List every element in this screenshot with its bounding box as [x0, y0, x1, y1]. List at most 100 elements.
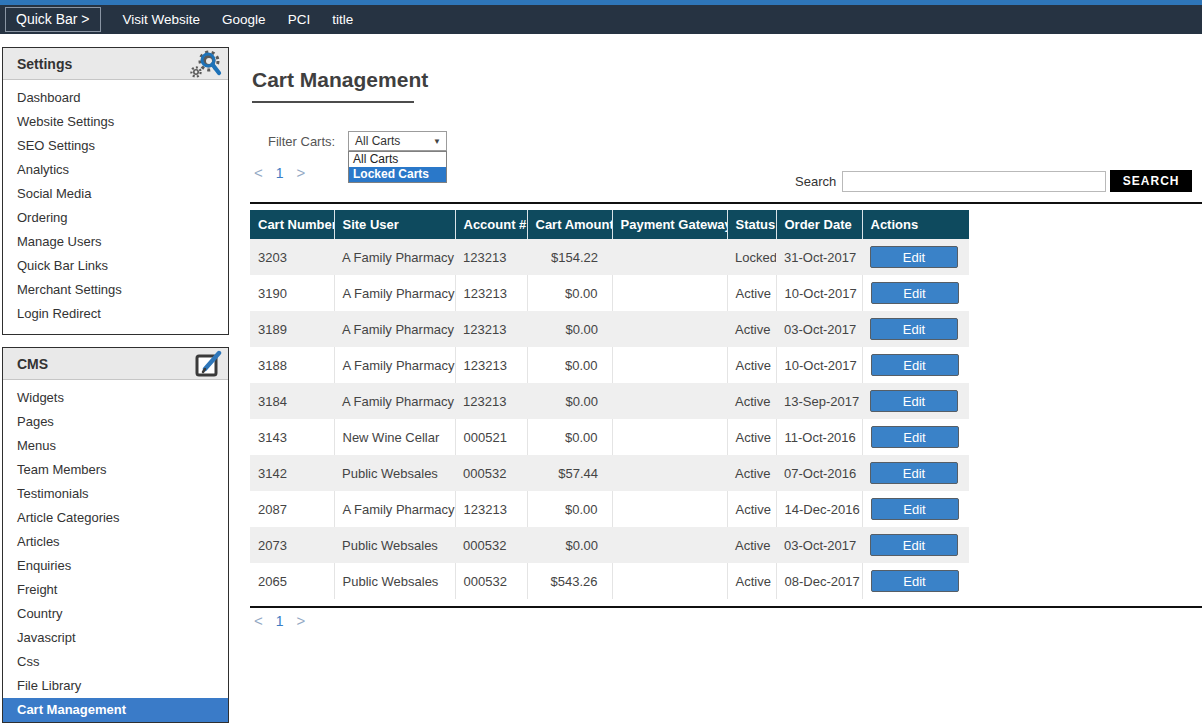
cell-actions: Edit: [862, 527, 969, 563]
sidebar-item[interactable]: Quick Bar Links: [3, 254, 228, 278]
top-nav-link[interactable]: title: [332, 12, 353, 27]
cell-status: Active: [727, 455, 776, 491]
pagination-prev-icon[interactable]: <: [254, 612, 263, 629]
cell-order-date: 03-Oct-2017: [776, 311, 862, 347]
filter-carts-select[interactable]: All Carts ▼: [348, 131, 447, 151]
cell-status: Active: [727, 419, 776, 455]
cell-actions: Edit: [862, 419, 969, 455]
filter-option[interactable]: Locked Carts: [349, 167, 446, 182]
edit-button[interactable]: Edit: [871, 570, 959, 592]
cell-account: 123213: [455, 347, 527, 383]
cell-cart-number: 3143: [250, 419, 334, 455]
gear-search-icon[interactable]: [188, 49, 222, 79]
column-header: Cart Amount: [527, 210, 612, 239]
table-row: 3203 A Family Pharmacy 123213 $154.22 Lo…: [250, 239, 969, 275]
column-header: Order Date: [776, 210, 862, 239]
sidebar-item[interactable]: Widgets: [3, 386, 228, 410]
search-button[interactable]: SEARCH: [1110, 170, 1192, 192]
table-row: 2065 Public Websales 000532 $543.26 Acti…: [250, 563, 969, 599]
edit-button[interactable]: Edit: [871, 426, 959, 448]
filter-option[interactable]: All Carts: [349, 152, 446, 167]
cell-cart-amount: $0.00: [527, 491, 612, 527]
cell-order-date: 14-Dec-2016: [776, 491, 862, 527]
cell-cart-amount: $0.00: [527, 275, 612, 311]
cell-payment-gateway: [612, 455, 727, 491]
title-underline: [252, 101, 414, 103]
cell-payment-gateway: [612, 491, 727, 527]
pagination-next-icon[interactable]: >: [297, 164, 306, 181]
cell-site-user: A Family Pharmacy: [334, 275, 455, 311]
cell-site-user: New Wine Cellar: [334, 419, 455, 455]
sidebar-item[interactable]: Menus: [3, 434, 228, 458]
sidebar-item[interactable]: Pages: [3, 410, 228, 434]
cms-menu: WidgetsPagesMenusTeam MembersTestimonial…: [3, 380, 228, 722]
cell-cart-number: 3190: [250, 275, 334, 311]
cell-status: Active: [727, 563, 776, 599]
sidebar-item[interactable]: Login Redirect: [3, 302, 228, 326]
table-row: 3184 A Family Pharmacy 123213 $0.00 Acti…: [250, 383, 969, 419]
edit-button[interactable]: Edit: [871, 282, 959, 304]
sidebar-item[interactable]: Analytics: [3, 158, 228, 182]
sidebar-item[interactable]: Css: [3, 650, 228, 674]
settings-menu: DashboardWebsite SettingsSEO SettingsAna…: [3, 80, 228, 334]
edit-button[interactable]: Edit: [871, 498, 959, 520]
sidebar-item[interactable]: Ordering: [3, 206, 228, 230]
top-nav-link[interactable]: Visit Website: [123, 12, 201, 27]
edit-pencil-icon[interactable]: [194, 350, 222, 378]
sidebar-item[interactable]: Social Media: [3, 182, 228, 206]
settings-panel-title: Settings: [17, 56, 72, 72]
cell-cart-amount: $0.00: [527, 527, 612, 563]
sidebar-item[interactable]: SEO Settings: [3, 134, 228, 158]
cell-payment-gateway: [612, 239, 727, 275]
cell-payment-gateway: [612, 419, 727, 455]
cell-cart-amount: $0.00: [527, 311, 612, 347]
filter-carts-label: Filter Carts:: [268, 134, 335, 149]
edit-button[interactable]: Edit: [870, 534, 958, 556]
sidebar-item[interactable]: Dashboard: [3, 86, 228, 110]
top-nav-link[interactable]: Google: [222, 12, 266, 27]
pagination-next-icon[interactable]: >: [297, 612, 306, 629]
sidebar-item[interactable]: Cart Management: [3, 698, 228, 722]
edit-button[interactable]: Edit: [870, 462, 958, 484]
sidebar: Settings DashboardWebsite SettingsSEO Se…: [2, 47, 229, 723]
edit-button[interactable]: Edit: [870, 246, 958, 268]
page-number[interactable]: 1: [276, 613, 284, 629]
cell-payment-gateway: [612, 311, 727, 347]
cell-order-date: 07-Oct-2016: [776, 455, 862, 491]
cell-cart-number: 3189: [250, 311, 334, 347]
sidebar-item[interactable]: Articles: [3, 530, 228, 554]
table-row: 2073 Public Websales 000532 $0.00 Active…: [250, 527, 969, 563]
cell-status: Active: [727, 275, 776, 311]
sidebar-item[interactable]: Country: [3, 602, 228, 626]
sidebar-item[interactable]: Freight: [3, 578, 228, 602]
cell-order-date: 31-Oct-2017: [776, 239, 862, 275]
cell-actions: Edit: [862, 239, 969, 275]
sidebar-item[interactable]: Article Categories: [3, 506, 228, 530]
sidebar-item[interactable]: Javascript: [3, 626, 228, 650]
cell-actions: Edit: [862, 311, 969, 347]
search-input[interactable]: [842, 171, 1106, 192]
cell-account: 123213: [455, 491, 527, 527]
edit-button[interactable]: Edit: [870, 318, 958, 340]
sidebar-item[interactable]: Testimonials: [3, 482, 228, 506]
sidebar-item[interactable]: Merchant Settings: [3, 278, 228, 302]
pagination-prev-icon[interactable]: <: [254, 164, 263, 181]
cell-cart-number: 2065: [250, 563, 334, 599]
quick-bar-button[interactable]: Quick Bar >: [5, 7, 101, 32]
edit-button[interactable]: Edit: [870, 390, 958, 412]
cell-actions: Edit: [862, 563, 969, 599]
cell-status: Locked: [727, 239, 776, 275]
column-header: Payment Gateway: [612, 210, 727, 239]
top-nav-link[interactable]: PCI: [288, 12, 311, 27]
pagination-top: < 1 >: [254, 164, 305, 181]
sidebar-item[interactable]: Manage Users: [3, 230, 228, 254]
edit-button[interactable]: Edit: [871, 354, 959, 376]
sidebar-item[interactable]: Team Members: [3, 458, 228, 482]
cell-order-date: 03-Oct-2017: [776, 527, 862, 563]
sidebar-item[interactable]: File Library: [3, 674, 228, 698]
sidebar-item[interactable]: Website Settings: [3, 110, 228, 134]
page-number[interactable]: 1: [276, 165, 284, 181]
cell-payment-gateway: [612, 527, 727, 563]
column-header: Status: [727, 210, 776, 239]
sidebar-item[interactable]: Enquiries: [3, 554, 228, 578]
